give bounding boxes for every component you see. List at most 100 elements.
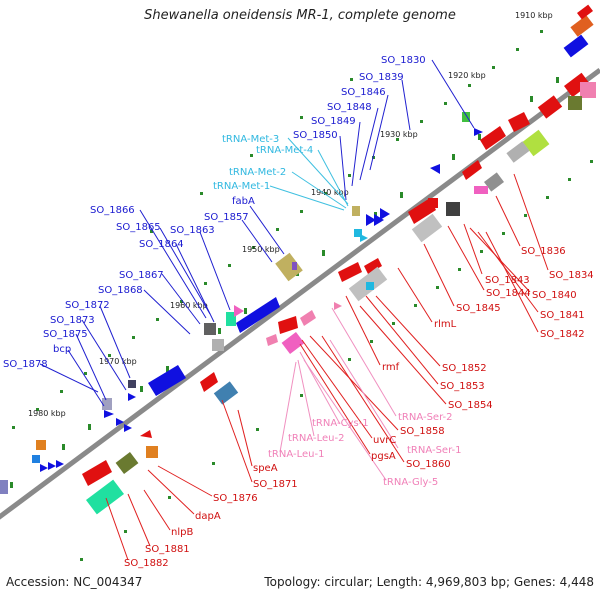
gene-label: SO_1878 [3, 359, 48, 370]
gene-feature[interactable] [577, 4, 593, 20]
gene-feature[interactable] [278, 316, 298, 334]
gene-feature[interactable] [102, 398, 112, 410]
gene-label: speA [253, 463, 278, 474]
kbp-label: 1930 kbp [380, 130, 418, 139]
kbp-label: 1970 kbp [99, 357, 137, 366]
gene-label: SO_1864 [139, 239, 184, 250]
gene-feature[interactable] [116, 418, 124, 426]
gene-feature[interactable] [213, 381, 239, 405]
gene-feature[interactable] [148, 365, 186, 396]
gene-feature[interactable] [366, 282, 374, 290]
gene-feature[interactable] [236, 297, 280, 333]
gene-feature[interactable] [266, 334, 278, 346]
gene-feature[interactable] [360, 234, 368, 242]
outer-tick-track [80, 160, 593, 561]
gene-feature[interactable] [334, 302, 342, 310]
gene-feature[interactable] [354, 229, 362, 237]
gene-feature[interactable] [474, 186, 488, 194]
gene-label: rlmL [434, 319, 457, 330]
gene-feature[interactable] [568, 96, 582, 110]
gene-label: rmf [382, 362, 400, 373]
gene-label: SO_1840 [532, 290, 577, 301]
gene-feature[interactable] [281, 331, 305, 355]
gene-label: SO_1875 [43, 329, 88, 340]
gene-label: SO_1841 [540, 310, 585, 321]
gene-feature[interactable] [292, 262, 297, 270]
gene-feature[interactable] [430, 164, 440, 174]
gene-feature[interactable] [411, 213, 443, 243]
gene-label: SO_1852 [442, 363, 487, 374]
gene-label: SO_1865 [116, 222, 161, 233]
gene-feature[interactable] [212, 339, 224, 351]
kbp-label: 1910 kbp [515, 11, 553, 20]
gene-label: SO_1842 [540, 329, 585, 340]
gene-feature[interactable] [462, 112, 470, 122]
kbp-label: 1980 kbp [28, 409, 66, 418]
kbp-label: 1920 kbp [448, 71, 486, 80]
gene-feature[interactable] [338, 262, 362, 282]
gene-feature[interactable] [124, 424, 132, 432]
gene-label: SO_1846 [341, 87, 386, 98]
gene-label: tRNA-Cys-1 [312, 418, 369, 429]
gene-feature[interactable] [226, 312, 236, 326]
gene-label: SO_1834 [549, 270, 594, 281]
gene-feature[interactable] [564, 72, 590, 98]
gene-label: pgsA [371, 451, 396, 462]
gene-label: SO_1843 [485, 275, 530, 286]
gene-label: SO_1836 [521, 246, 566, 257]
gene-feature[interactable] [204, 323, 216, 335]
gene-feature[interactable] [300, 310, 316, 326]
gene-label: SO_1848 [327, 102, 372, 113]
gene-feature[interactable] [428, 198, 438, 208]
gene-feature[interactable] [352, 206, 360, 216]
gene-feature[interactable] [480, 126, 506, 150]
gene-feature[interactable] [146, 446, 158, 458]
gene-feature[interactable] [140, 430, 152, 438]
gene-feature[interactable] [522, 129, 550, 157]
gene-feature[interactable] [508, 112, 530, 132]
gene-feature[interactable] [36, 440, 46, 450]
gene-feature[interactable] [128, 380, 136, 388]
gene-feature[interactable] [462, 160, 482, 180]
gene-feature[interactable] [506, 141, 530, 163]
gene-feature[interactable] [563, 34, 589, 58]
gene-label: SO_1863 [170, 225, 215, 236]
gene-feature[interactable] [570, 15, 594, 37]
gene-feature[interactable] [484, 172, 504, 192]
gene-label: tRNA-Met-3 [222, 134, 279, 145]
gene-label: SO_1882 [124, 558, 169, 569]
gene-feature[interactable] [364, 258, 382, 274]
gene-label: bcp [53, 344, 71, 355]
gene-feature[interactable] [82, 460, 112, 486]
gene-feature[interactable] [474, 128, 483, 136]
gene-feature[interactable] [200, 372, 218, 392]
kbp-label: 1950 kbp [242, 245, 280, 254]
gene-label: SO_1867 [119, 270, 164, 281]
gene-feature[interactable] [128, 393, 136, 401]
gene-feature[interactable] [374, 214, 384, 226]
gene-feature[interactable] [40, 464, 48, 472]
gene-label: nlpB [171, 527, 193, 538]
gene-feature[interactable] [115, 451, 139, 475]
gene-feature[interactable] [86, 479, 124, 515]
gene-feature[interactable] [580, 82, 596, 98]
gene-feature[interactable] [275, 252, 303, 282]
gene-label: SO_1858 [400, 426, 445, 437]
gene-label: SO_1844 [486, 288, 531, 299]
gene-feature[interactable] [234, 305, 244, 317]
gene-feature[interactable] [446, 202, 460, 216]
gene-label: SO_1868 [98, 285, 143, 296]
gene-label: tRNA-Ser-2 [398, 412, 453, 423]
gene-feature[interactable] [104, 410, 114, 418]
gene-label: SO_1850 [293, 130, 338, 141]
gene-feature[interactable] [366, 214, 376, 226]
gene-feature[interactable] [0, 480, 8, 494]
forward-leader-lines [39, 59, 475, 407]
gene-feature[interactable] [32, 455, 40, 463]
gene-label: tRNA-Met-1 [213, 181, 270, 192]
gene-feature[interactable] [537, 95, 563, 119]
gene-feature[interactable] [48, 462, 56, 470]
gene-label: tRNA-Met-4 [256, 145, 313, 156]
gene-feature[interactable] [380, 208, 390, 220]
gene-feature[interactable] [56, 460, 64, 468]
